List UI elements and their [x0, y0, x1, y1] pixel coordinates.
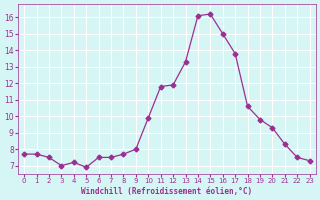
X-axis label: Windchill (Refroidissement éolien,°C): Windchill (Refroidissement éolien,°C)	[81, 187, 252, 196]
